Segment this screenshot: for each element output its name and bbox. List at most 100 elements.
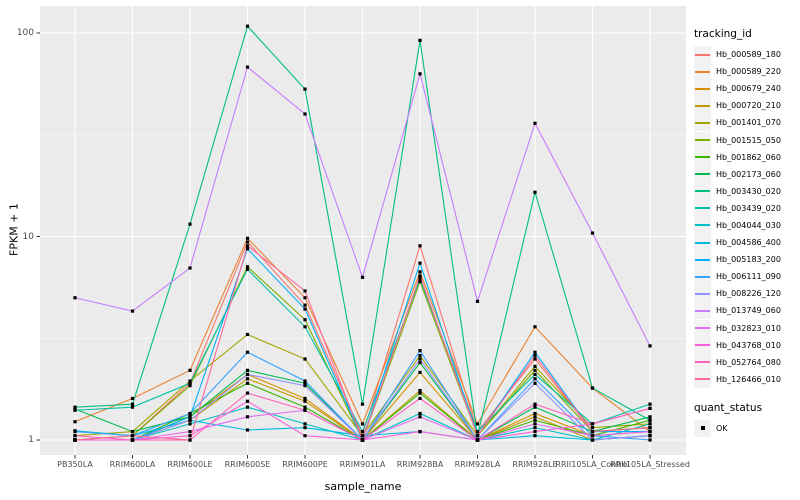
legend-key-line-icon [694, 285, 711, 303]
legend-color-line [695, 378, 710, 381]
y-axis-title: FPKM + 1 [7, 203, 21, 256]
data-point [73, 429, 77, 434]
legend-key-square-icon [694, 419, 711, 437]
data-point [303, 357, 307, 361]
legend-item: Hb_004044_030 [694, 216, 800, 234]
legend-item-label: Hb_126466_010 [716, 374, 781, 384]
data-point [245, 428, 250, 432]
data-point [188, 411, 192, 416]
data-point [303, 426, 307, 430]
legend-color-line [695, 173, 710, 176]
data-point [188, 429, 192, 434]
data-point [418, 396, 422, 401]
legend-items-quant-status: OK [694, 419, 800, 437]
legend-key-line-icon [694, 216, 711, 234]
legend-color-line [695, 224, 710, 227]
legend-color-line [695, 190, 710, 193]
legend-color-line [695, 327, 710, 330]
data-point [245, 399, 250, 403]
legend-color-line [695, 241, 710, 244]
data-point [648, 422, 652, 426]
legend-key-line-icon [694, 370, 711, 388]
data-point [303, 396, 307, 401]
data-point [303, 381, 307, 385]
data-point [418, 270, 422, 274]
legend-key-line-icon [694, 353, 711, 371]
data-point [303, 318, 307, 322]
data-point [533, 411, 537, 416]
data-point [245, 415, 250, 419]
data-point [418, 280, 422, 284]
x-tick-label: PB350LA [57, 460, 93, 469]
data-point [303, 422, 307, 426]
data-point [245, 405, 250, 409]
legend-item: Hb_000679_240 [694, 80, 800, 98]
data-point [303, 289, 307, 293]
data-point [533, 434, 537, 438]
data-point [188, 438, 192, 442]
legend-item: Hb_003439_020 [694, 199, 800, 217]
legend-key-line-icon [694, 302, 711, 320]
legend-item-label: Hb_004586_400 [716, 238, 781, 248]
legend-item: Hb_001401_070 [694, 114, 800, 132]
data-point [533, 368, 537, 372]
legend-item-quant: OK [694, 419, 800, 437]
data-point [188, 415, 192, 419]
data-point [360, 429, 365, 434]
legend-key-line-icon [694, 97, 711, 115]
data-point [533, 357, 537, 361]
data-point [475, 422, 480, 426]
legend-item-label: Hb_000589_180 [716, 50, 781, 60]
data-point [418, 38, 422, 42]
data-point [130, 429, 135, 434]
data-point [533, 422, 537, 426]
legend-item: Hb_002173_060 [694, 165, 800, 183]
x-tick-label: RRIM600LE [167, 460, 213, 469]
data-point [245, 244, 250, 248]
data-point [418, 261, 422, 265]
legend-item-label: Hb_000589_220 [716, 67, 781, 77]
legend-item: Hb_013749_060 [694, 302, 800, 320]
legend-key-line-icon [694, 199, 711, 217]
data-point [533, 426, 537, 430]
legend-key-line-icon [694, 63, 711, 81]
data-point [418, 348, 422, 353]
x-axis-title: sample_name [324, 480, 402, 493]
data-point [245, 24, 250, 28]
legend-item-label: Hb_013749_060 [716, 306, 781, 316]
x-tick-label: RRIM600LA [109, 460, 156, 469]
data-point [590, 386, 595, 390]
legend-key-line-icon [694, 319, 711, 337]
data-point [130, 402, 135, 406]
data-point [418, 353, 422, 358]
legend-item-label: Hb_005183_200 [716, 255, 781, 265]
y-tick-label: 100 [16, 28, 34, 38]
data-point [533, 190, 537, 194]
legend-color-line [695, 361, 710, 364]
data-point [303, 384, 307, 388]
data-point [245, 377, 250, 381]
legend-item: Hb_008226_120 [694, 285, 800, 303]
data-point [360, 434, 365, 438]
legend-items-tracking-id: Hb_000589_180 Hb_000589_220 Hb_000679_240 H… [694, 46, 800, 388]
legend-key-line-icon [694, 165, 711, 183]
legend-color-line [695, 275, 710, 278]
legend-key-line-icon [694, 251, 711, 269]
data-point [418, 370, 422, 374]
data-point [73, 408, 77, 412]
data-point [360, 422, 365, 426]
data-point [533, 415, 537, 419]
data-point [130, 405, 135, 409]
legend-color-line [695, 70, 710, 73]
legend: tracking_id Hb_000589_180 Hb_000589_220 Hb… [694, 28, 800, 437]
legend-item: Hb_000720_210 [694, 97, 800, 115]
data-point [188, 418, 192, 422]
data-point [475, 438, 480, 442]
black-square-point-icon [700, 426, 705, 431]
legend-color-line [695, 309, 710, 312]
data-point [533, 402, 537, 406]
data-point [590, 434, 595, 438]
data-point [533, 405, 537, 409]
data-point [590, 429, 595, 434]
